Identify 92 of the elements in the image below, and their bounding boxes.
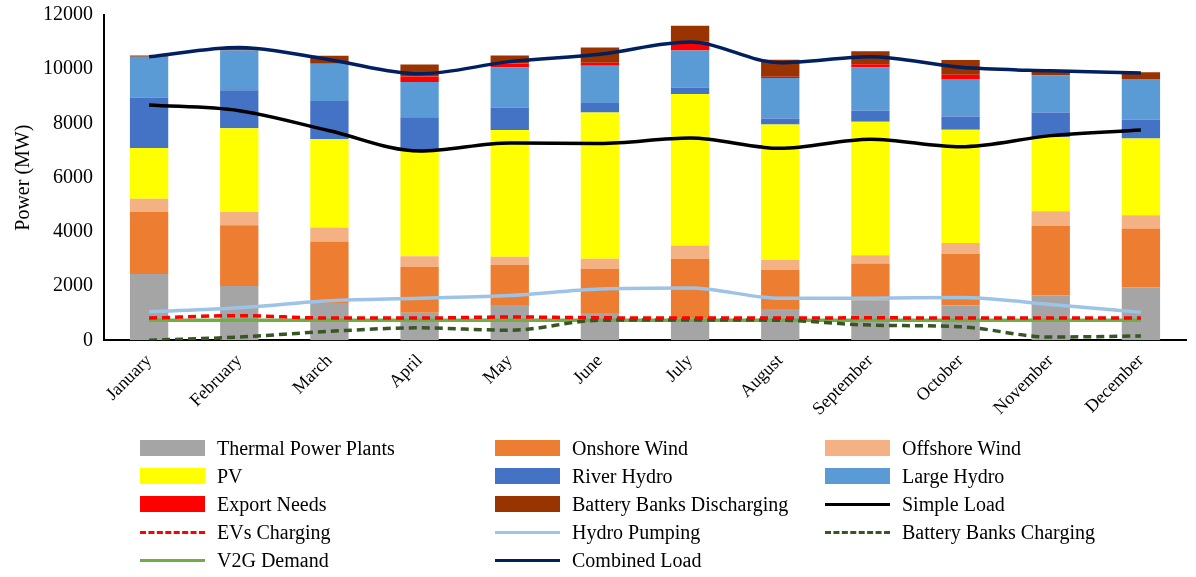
- legend-label: Onshore Wind: [572, 436, 689, 460]
- bar: [761, 269, 800, 310]
- bar: [310, 227, 349, 242]
- bar: [310, 63, 349, 101]
- bar: [580, 269, 620, 313]
- bar: [400, 76, 439, 82]
- legend-label: Simple Load: [902, 492, 1005, 516]
- bar: [1121, 78, 1161, 120]
- bar: [941, 253, 980, 306]
- bar: [490, 129, 529, 257]
- bar: [220, 50, 259, 91]
- bar: [580, 112, 620, 259]
- bar: [129, 198, 169, 213]
- bar: [490, 67, 529, 108]
- bar: [220, 90, 259, 129]
- bar: [1121, 215, 1161, 229]
- y-tick-label: 4000: [53, 219, 93, 242]
- legend-label: V2G Demand: [217, 548, 329, 572]
- y-tick-label: 0: [83, 327, 93, 350]
- bar: [941, 78, 980, 117]
- bar: [1031, 75, 1070, 113]
- bar: [580, 65, 620, 104]
- legend-label: Battery Banks Charging: [902, 520, 1095, 544]
- legend-label: Large Hydro: [902, 464, 1005, 488]
- bar: [580, 103, 620, 113]
- bar: [1121, 138, 1161, 216]
- legend-label: Export Needs: [217, 492, 327, 516]
- bar: [490, 107, 529, 130]
- legend-label: Battery Banks Discharging: [572, 492, 789, 516]
- y-tick-label: 12000: [43, 2, 93, 25]
- bar: [761, 77, 800, 119]
- bar: [129, 148, 169, 199]
- bar: [490, 256, 529, 265]
- legend-label: River Hydro: [572, 464, 673, 488]
- line-series: [147, 286, 1143, 315]
- bar: [400, 256, 439, 268]
- y-axis-title: Power (MW): [11, 124, 35, 231]
- bar: [761, 260, 800, 270]
- bar: [310, 241, 349, 303]
- line-series: [147, 318, 1143, 341]
- bar: [220, 225, 259, 287]
- x-tick-label: June: [568, 349, 607, 388]
- bar: [851, 255, 890, 264]
- legend-label: Offshore Wind: [902, 436, 1021, 460]
- bar: [220, 212, 259, 226]
- line-series: [147, 40, 1143, 76]
- x-tick-label: July: [660, 349, 697, 386]
- y-tick-label: 10000: [43, 56, 93, 79]
- bar: [761, 124, 800, 261]
- y-tick-label: 8000: [53, 110, 93, 133]
- bar: [1031, 225, 1070, 296]
- y-tick-label: 6000: [53, 164, 93, 187]
- legend-label: Hydro Pumping: [572, 520, 701, 544]
- bar: [941, 129, 980, 243]
- bar: [670, 50, 710, 88]
- bar: [851, 121, 890, 256]
- bar: [670, 245, 710, 259]
- bar: [670, 87, 710, 94]
- bar: [310, 100, 349, 140]
- bar: [1031, 136, 1070, 212]
- bar: [1121, 228, 1161, 288]
- bar: [851, 64, 890, 68]
- bar: [220, 128, 259, 213]
- bar: [1121, 119, 1161, 139]
- bar: [400, 81, 439, 118]
- bar: [1031, 211, 1070, 226]
- x-tick-label: May: [478, 349, 516, 388]
- bar: [490, 264, 529, 306]
- bar: [310, 139, 349, 228]
- bar: [941, 74, 980, 79]
- bar: [580, 258, 620, 269]
- bar: [400, 267, 439, 313]
- line-series: [147, 103, 1143, 153]
- bar: [851, 110, 890, 122]
- bar: [129, 212, 169, 274]
- bar: [400, 117, 439, 151]
- bar: [400, 150, 439, 257]
- bar: [580, 62, 620, 66]
- bar: [941, 242, 980, 254]
- bar: [670, 25, 710, 42]
- bar: [129, 273, 169, 341]
- bar: [129, 97, 169, 149]
- legend-label: PV: [217, 464, 243, 488]
- bar: [129, 56, 169, 98]
- legend-label: EVs Charging: [217, 520, 331, 544]
- bar: [670, 93, 710, 246]
- bar: [851, 67, 890, 111]
- legend-label: Combined Load: [572, 548, 702, 572]
- bar: [761, 118, 800, 125]
- bar: [941, 116, 980, 130]
- legend-label: Thermal Power Plants: [217, 436, 395, 460]
- y-tick-label: 2000: [53, 273, 93, 296]
